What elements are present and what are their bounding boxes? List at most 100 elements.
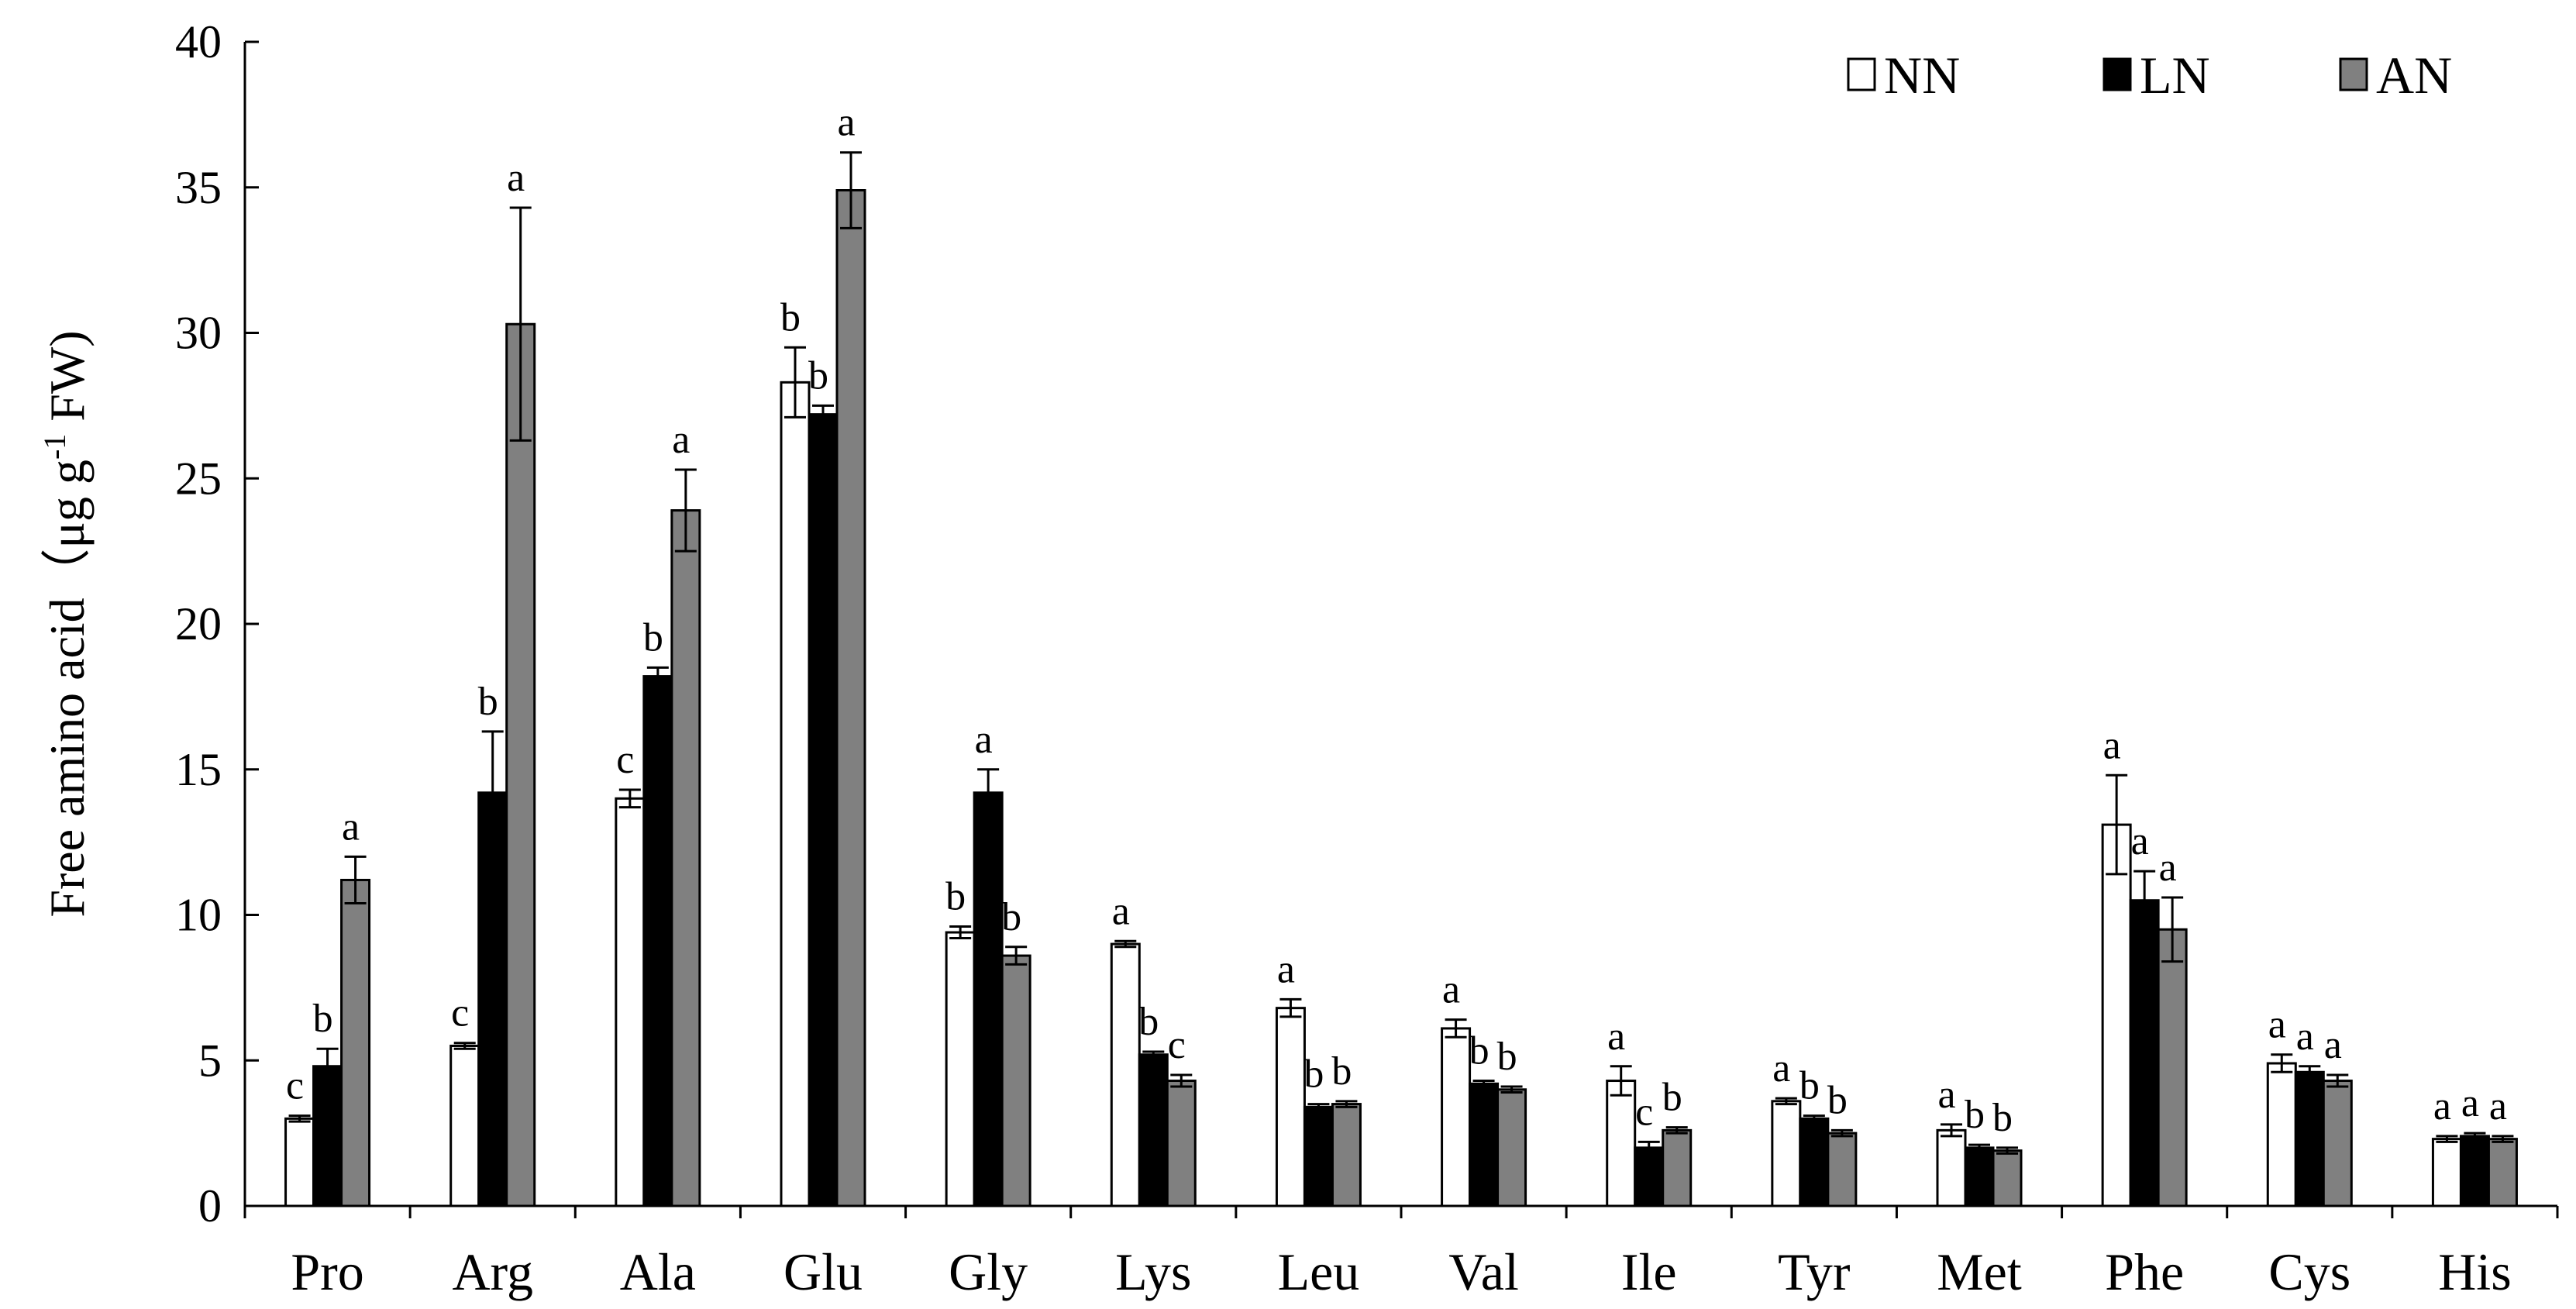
bar-nn-leu — [1275, 1007, 1306, 1207]
y-tick-label: 40 — [175, 16, 222, 67]
legend-label-nn: NN — [1884, 46, 1960, 105]
bar-ln-pro — [312, 1065, 343, 1207]
bar-ln-lys — [1138, 1053, 1169, 1207]
bar-ln-cys — [2294, 1070, 2325, 1207]
y-axis-title-superscript: -1 — [37, 434, 72, 460]
bar-an-ala — [670, 509, 701, 1207]
y-tick-label: 20 — [175, 598, 222, 649]
y-tick-label: 5 — [198, 1035, 222, 1086]
significance-letter: a — [2103, 723, 2121, 767]
bar-nn-phe — [2101, 823, 2132, 1207]
x-tick-label: Gly — [949, 1242, 1028, 1301]
bar-nn-gly — [945, 931, 976, 1207]
bar-nn-pro — [284, 1117, 315, 1207]
bar-an-cys — [2322, 1080, 2353, 1207]
y-tick-label: 10 — [175, 890, 222, 941]
significance-letter: b — [478, 680, 498, 724]
bar-nn-arg — [449, 1044, 480, 1207]
legend-label-an: AN — [2376, 46, 2452, 105]
bar-ln-met — [1964, 1146, 1995, 1207]
significance-letter: b — [1662, 1076, 1682, 1120]
significance-letter: b — [1469, 1029, 1489, 1073]
x-tick-label: Ile — [1621, 1242, 1677, 1301]
bar-ln-arg — [477, 791, 508, 1207]
legend: NN LN AN — [1847, 46, 2452, 105]
bar-an-phe — [2157, 928, 2188, 1207]
significance-letter: a — [1607, 1014, 1625, 1059]
bar-ln-ile — [1634, 1146, 1665, 1207]
bar-nn-ile — [1606, 1080, 1637, 1207]
significance-letter: a — [975, 718, 993, 762]
legend-label-ln: LN — [2140, 46, 2210, 105]
x-tick-label: Cys — [2268, 1242, 2350, 1301]
significance-letter: a — [1277, 947, 1295, 991]
significance-letter: c — [1635, 1090, 1653, 1134]
bar-ln-tyr — [1799, 1117, 1830, 1207]
significance-letter: a — [2131, 819, 2149, 863]
x-tick-label: Lys — [1115, 1242, 1191, 1301]
x-tick-label: Arg — [452, 1242, 533, 1301]
significance-letter: b — [1138, 1000, 1159, 1044]
bar-an-val — [1496, 1088, 1527, 1207]
x-tick-label: Glu — [783, 1242, 863, 1301]
bar-an-pro — [340, 878, 371, 1207]
bar-nn-glu — [780, 381, 811, 1207]
x-tick-label: Val — [1448, 1242, 1519, 1301]
significance-letter: a — [2433, 1084, 2451, 1128]
x-tick-label: Ala — [620, 1242, 696, 1301]
bars — [284, 189, 2518, 1207]
bar-ln-phe — [2129, 899, 2160, 1207]
significance-letter: a — [2461, 1081, 2479, 1125]
bar-an-ile — [1662, 1128, 1693, 1207]
bar-ln-his — [2459, 1135, 2490, 1207]
significance-letter: a — [507, 156, 525, 200]
significance-letter: c — [286, 1064, 304, 1108]
bar-nn-met — [1936, 1128, 1967, 1207]
y-tick-label: 30 — [175, 308, 222, 359]
significance-letter: c — [451, 991, 469, 1035]
bar-ln-ala — [642, 675, 673, 1207]
bar-an-met — [1992, 1149, 2023, 1207]
significance-letter: a — [342, 804, 360, 849]
significance-letter: b — [1827, 1078, 1848, 1122]
bar-nn-tyr — [1771, 1100, 1802, 1207]
significance-letter: b — [1992, 1096, 2013, 1140]
y-tick-label: 0 — [198, 1180, 222, 1231]
y-axis-title-main: Free amino acid（μg g — [40, 460, 95, 918]
legend-swatch-ln — [2102, 57, 2132, 91]
significance-letter: c — [1168, 1023, 1186, 1067]
bar-nn-lys — [1110, 942, 1141, 1207]
x-tick-label: Phe — [2105, 1242, 2184, 1301]
significance-letter: a — [1937, 1073, 1955, 1117]
x-tick-label: Pro — [291, 1242, 363, 1301]
significance-letter: b — [1331, 1049, 1352, 1094]
bar-an-glu — [835, 189, 866, 1207]
significance-letter: b — [313, 997, 333, 1041]
bar-nn-his — [2431, 1138, 2462, 1207]
significance-letter: c — [616, 738, 634, 782]
significance-letter: a — [837, 101, 855, 145]
bar-ln-leu — [1303, 1105, 1334, 1207]
bar-an-tyr — [1827, 1132, 1858, 1207]
error-bars — [288, 151, 2514, 1155]
significance-letter: a — [2159, 846, 2177, 890]
bar-ln-glu — [808, 413, 839, 1207]
legend-swatch-nn — [1847, 57, 1876, 91]
y-axis-label: Free amino acid（μg g-1 FW) — [37, 330, 95, 917]
bar-nn-cys — [2266, 1062, 2297, 1207]
significance-letter: a — [2268, 1003, 2286, 1047]
bar-an-his — [2487, 1138, 2518, 1207]
significance-letter: b — [808, 353, 828, 398]
bar-an-gly — [1000, 954, 1031, 1207]
significance-letter: a — [2296, 1014, 2314, 1059]
x-tick-label: Tyr — [1778, 1242, 1851, 1301]
bar-ln-val — [1469, 1082, 1500, 1207]
significance-letter: a — [2489, 1084, 2507, 1128]
bar-an-arg — [505, 322, 536, 1207]
y-tick-label: 35 — [175, 162, 222, 213]
significance-letter: a — [1442, 968, 1460, 1012]
significance-letter: b — [945, 875, 966, 919]
bar-nn-val — [1441, 1027, 1472, 1207]
